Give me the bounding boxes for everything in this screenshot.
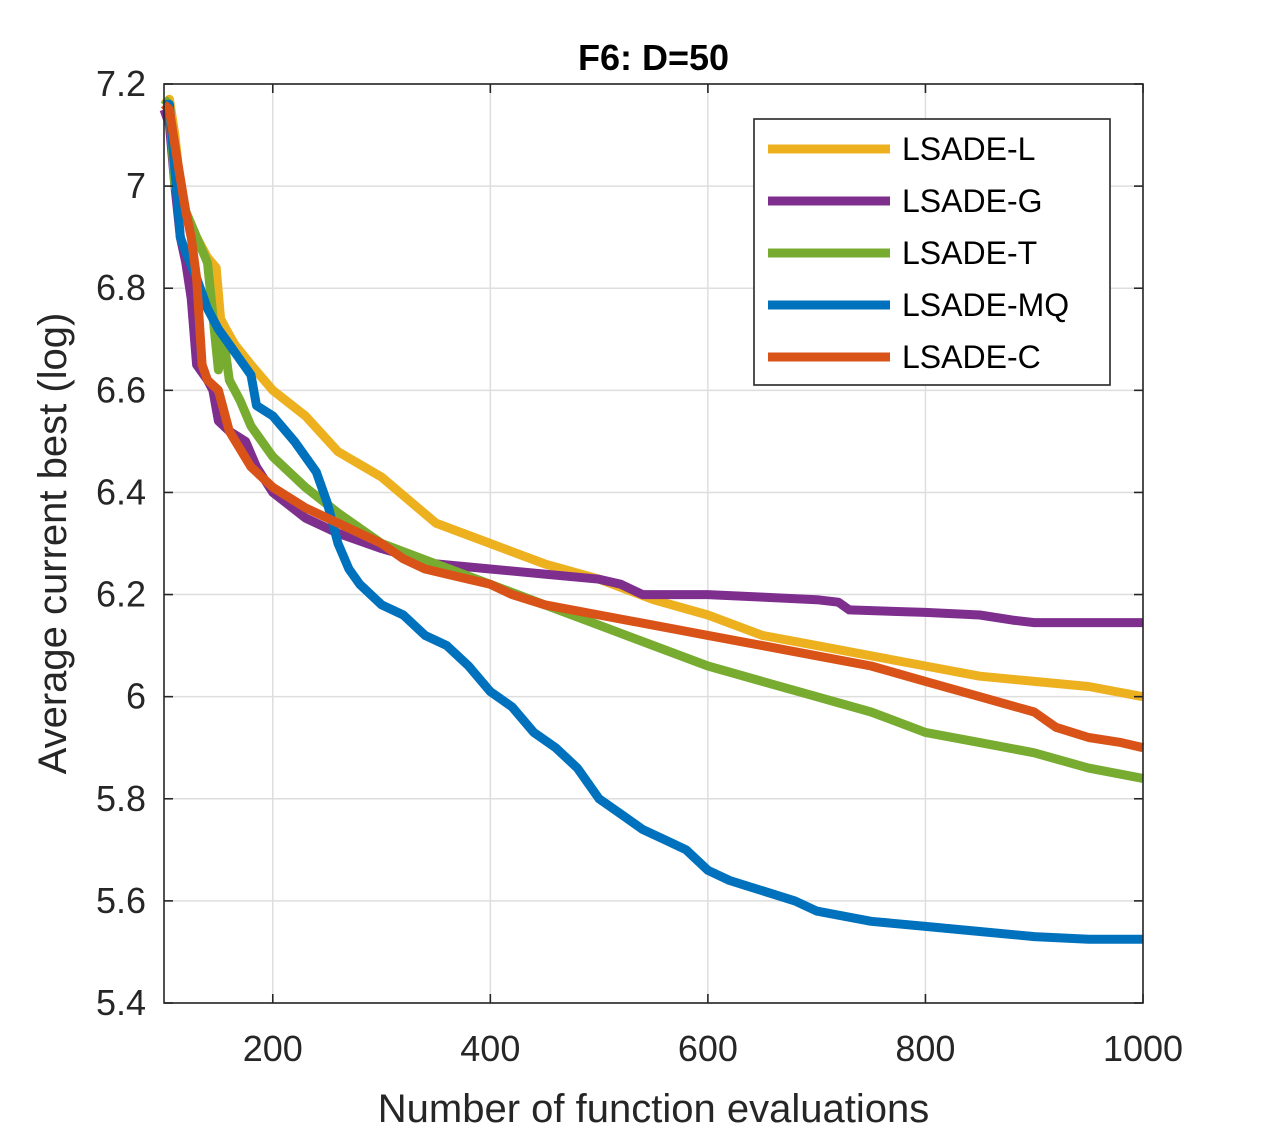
- legend: LSADE-L LSADE-G LSADE-T LSADE-MQ LSADE-C: [753, 118, 1111, 386]
- x-tick-label: 200: [243, 1028, 303, 1069]
- y-tick-label: 6.2: [96, 574, 146, 615]
- y-tick-label: 6: [126, 676, 146, 717]
- x-tick-label: 1000: [1103, 1028, 1183, 1069]
- legend-label: LSADE-G: [902, 183, 1042, 219]
- y-tick-label: 7: [126, 165, 146, 206]
- series-line-lsade-c: [160, 101, 1145, 753]
- chart-title: F6: D=50: [578, 37, 729, 78]
- series-lines: [159, 94, 1145, 944]
- y-tick-label: 5.4: [96, 982, 146, 1023]
- y-tick-label: 7.2: [96, 63, 146, 104]
- y-tick-label: 6.8: [96, 267, 146, 308]
- y-tick-label: 5.8: [96, 778, 146, 819]
- y-tick-label: 6.4: [96, 471, 146, 512]
- x-tick-label: 600: [678, 1028, 738, 1069]
- legend-label: LSADE-MQ: [902, 287, 1069, 323]
- axis-ticks: 200 400 600 800 1000 5.4 5.6 5.8 6 6.2 6.4 6.6 6.8 7 7…: [96, 63, 1183, 1069]
- legend-label: LSADE-C: [902, 339, 1041, 375]
- y-tick-label: 6.6: [96, 369, 146, 410]
- series-line-lsade-mq: [164, 99, 1143, 944]
- legend-label: LSADE-L: [902, 131, 1035, 167]
- x-axis-label: Number of function evaluations: [378, 1087, 929, 1131]
- x-tick-label: 800: [895, 1028, 955, 1069]
- y-tick-label: 5.6: [96, 880, 146, 921]
- legend-label: LSADE-T: [902, 235, 1037, 271]
- x-tick-label: 400: [460, 1028, 520, 1069]
- y-axis-label: Average current best (log): [31, 313, 75, 775]
- plot-frame: [163, 83, 1144, 1004]
